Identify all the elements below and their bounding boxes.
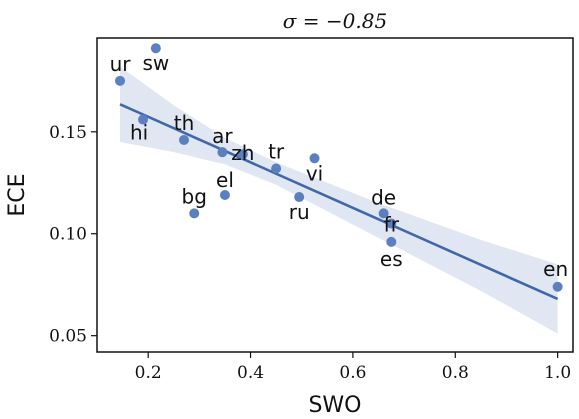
- point-label-fr: fr: [384, 213, 400, 237]
- scatter-point-es: [386, 236, 397, 247]
- scatter-point-bg: [189, 208, 200, 219]
- scatter-point-vi: [309, 153, 320, 164]
- ci-band-area: [120, 66, 558, 334]
- scatter-points: [115, 43, 563, 292]
- point-label-el: el: [216, 168, 234, 192]
- point-label-zh: zh: [231, 141, 254, 165]
- point-label-de: de: [371, 185, 396, 209]
- x-tick-label: 1.0: [544, 363, 571, 383]
- regression-line-path: [119, 103, 559, 301]
- y-tick-label: 0.10: [49, 225, 87, 245]
- point-label-hi: hi: [130, 121, 148, 145]
- regression-line: [119, 103, 559, 301]
- x-tick-label: 0.6: [339, 363, 366, 383]
- point-label-tr: tr: [268, 139, 285, 163]
- point-label-sw: sw: [142, 51, 169, 75]
- point-label-vi: vi: [306, 161, 323, 185]
- y-axis-label: ECE: [5, 173, 30, 216]
- x-axis-label: SWO: [308, 393, 361, 418]
- point-label-ar: ar: [212, 124, 233, 148]
- x-axis-ticks: 0.2 0.4 0.6 0.8 1.0: [135, 352, 571, 383]
- y-tick-label: 0.05: [49, 327, 87, 347]
- scatter-point-ru: [294, 192, 305, 203]
- scatter-point-ur: [115, 75, 126, 86]
- point-label-es: es: [380, 247, 403, 271]
- scatter-point-ar: [217, 147, 228, 158]
- scatter-point-en: [552, 281, 563, 292]
- x-tick-label: 0.8: [442, 363, 469, 383]
- scatter-point-de: [378, 208, 389, 219]
- point-label-ur: ur: [110, 52, 132, 76]
- plot-frame: [96, 37, 574, 353]
- x-tick-label: 0.2: [135, 363, 162, 383]
- x-tick-label: 0.4: [237, 363, 264, 383]
- scatter-point-fr: [386, 218, 397, 229]
- scatter-point-zh: [237, 149, 248, 160]
- point-label-ru: ru: [289, 200, 310, 224]
- y-tick-label: 0.15: [49, 123, 87, 143]
- point-label-bg: bg: [182, 184, 207, 208]
- scatter-point-el: [219, 190, 230, 200]
- scatter-point-hi: [138, 114, 149, 125]
- chart-title: σ = −0.85: [283, 9, 387, 33]
- y-axis-ticks: 0.05 0.10 0.15: [49, 123, 97, 347]
- confidence-band: [120, 66, 558, 334]
- scatter-point-sw: [150, 43, 161, 54]
- scatter-point-tr: [271, 163, 282, 174]
- point-label-th: th: [174, 111, 195, 135]
- scatter-point-th: [179, 134, 190, 145]
- point-label-en: en: [543, 257, 568, 281]
